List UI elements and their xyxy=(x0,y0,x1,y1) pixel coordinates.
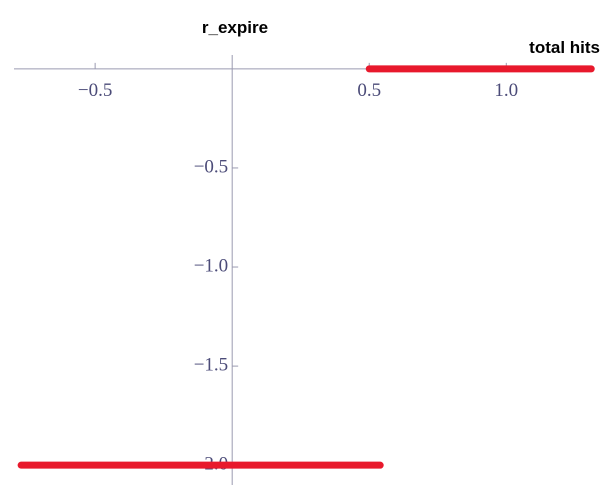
y-axis-label: r_expire xyxy=(202,18,268,37)
y-tick-label: −1.0 xyxy=(194,255,228,276)
y-tick-label: −0.5 xyxy=(194,156,228,177)
y-tick-label: −1.5 xyxy=(194,354,228,375)
x-axis-label: total hits xyxy=(529,38,600,57)
x-tick-label: −0.5 xyxy=(78,80,112,101)
x-tick-label: 1.0 xyxy=(494,80,518,101)
x-tick-label: 0.5 xyxy=(357,80,381,101)
